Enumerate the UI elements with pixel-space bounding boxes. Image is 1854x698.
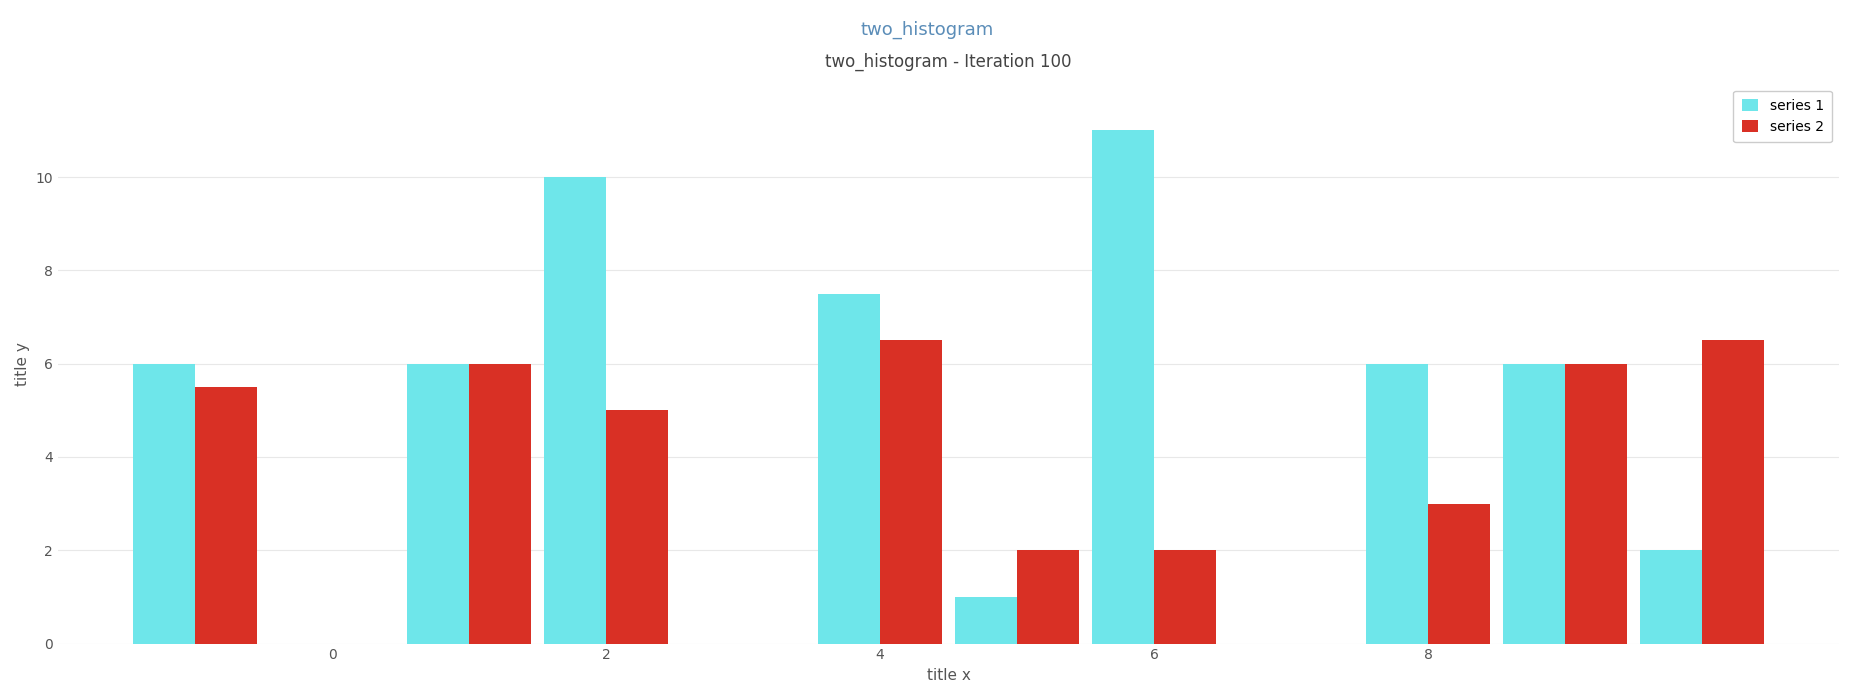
Bar (545, 177, 606, 644)
Text: two_histogram: two_histogram (860, 21, 994, 39)
Bar (818, 294, 881, 644)
Bar (1504, 364, 1565, 644)
Bar (955, 597, 1018, 644)
Bar (1092, 131, 1153, 644)
Bar (1428, 504, 1489, 644)
Bar (1153, 550, 1216, 644)
Bar (1018, 550, 1079, 644)
Bar (133, 364, 195, 644)
Bar (1565, 364, 1626, 644)
Y-axis label: title y: title y (15, 342, 30, 385)
Bar (1641, 550, 1702, 644)
Bar (606, 410, 667, 644)
Legend: series 1, series 2: series 1, series 2 (1733, 91, 1832, 142)
X-axis label: title x: title x (927, 668, 970, 683)
Title: two_histogram - Iteration 100: two_histogram - Iteration 100 (825, 53, 1072, 71)
Bar (1702, 341, 1763, 644)
Bar (195, 387, 256, 644)
Bar (469, 364, 530, 644)
Bar (1366, 364, 1428, 644)
Bar (408, 364, 469, 644)
Bar (881, 341, 942, 644)
